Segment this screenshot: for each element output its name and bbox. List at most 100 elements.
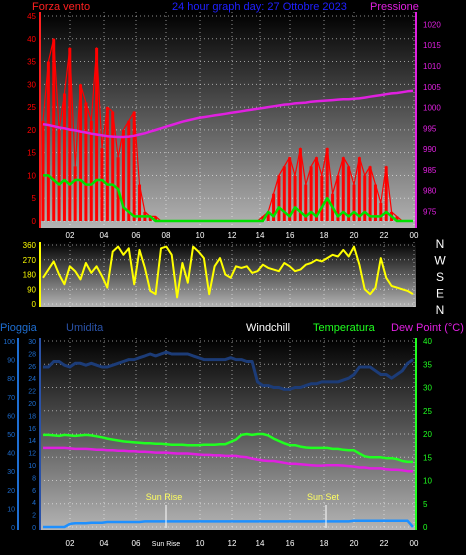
compass-label: S — [436, 270, 444, 284]
panel1-x-tick-label: 16 — [286, 231, 295, 240]
direction-tick-label: 180 — [23, 271, 37, 280]
wind-tick-label: 10 — [27, 171, 36, 180]
wind-tick-label: 15 — [27, 149, 36, 158]
temperature-tick-label: 40 — [423, 337, 432, 346]
panel3-x-tick-label: 20 — [350, 539, 359, 548]
compass-label: N — [436, 237, 445, 251]
humidity-line — [43, 350, 414, 391]
rain-tick-label: 60 — [7, 413, 15, 420]
pressure-tick-label: 985 — [423, 166, 437, 175]
temperature-tick-label: 0 — [423, 523, 428, 532]
panel3-x-tick-label: 18 — [320, 539, 329, 548]
sunrise-label: Sun Rise — [146, 492, 183, 502]
panel3-x-tick-label: 12 — [228, 539, 237, 548]
rain-tick-label: 30 — [7, 469, 15, 476]
wind-gust-line — [43, 174, 413, 223]
wind-pressure-panel: 0510152025303540459759809859909951000100… — [27, 1, 441, 240]
rain-tick-label: 70 — [7, 395, 15, 402]
pressure-tick-label: 1015 — [423, 41, 441, 50]
panel1-grid — [40, 12, 416, 228]
pressure-tick-label: 1010 — [423, 62, 441, 71]
pressure-tick-label: 1000 — [423, 104, 441, 113]
humidity-tick-label: 0 — [32, 525, 36, 532]
temperature-tick-label: 10 — [423, 477, 432, 486]
rain-tick-label: 90 — [7, 358, 15, 365]
rain-tick-label: 10 — [7, 506, 15, 513]
humidity-tick-label: 18 — [28, 413, 36, 420]
direction-tick-label: 90 — [27, 285, 36, 294]
humidity-tick-label: 26 — [28, 364, 36, 371]
humidity-tick-label: 20 — [28, 401, 36, 408]
wind-tick-label: 25 — [27, 103, 36, 112]
rain-title: Pioggia — [0, 322, 38, 334]
wind-direction-line — [42, 245, 414, 299]
humidity-tick-label: 2 — [32, 513, 36, 520]
pressure-tick-label: 990 — [423, 145, 437, 154]
panel3-lines — [43, 350, 414, 529]
humidity-tick-label: 8 — [32, 475, 36, 482]
panel1-x-tick-label: 14 — [256, 231, 265, 240]
wind-tick-label: 45 — [27, 12, 36, 21]
temperature-tick-label: 30 — [423, 384, 432, 393]
humidity-tick-label: 6 — [32, 488, 36, 495]
rain-line — [43, 519, 414, 529]
humidity-tick-label: 28 — [28, 351, 36, 358]
wind-tick-label: 35 — [27, 58, 36, 67]
pressure-tick-label: 1005 — [423, 83, 441, 92]
wind-tick-label: 30 — [27, 80, 36, 89]
humidity-tick-label: 14 — [28, 438, 36, 445]
temperature-line — [43, 432, 413, 464]
pressure-line — [42, 89, 414, 139]
panel3-x-tick-label: 04 — [100, 539, 109, 548]
wind-tick-label: 0 — [32, 217, 37, 226]
rain-tick-label: 80 — [7, 376, 15, 383]
rain-tick-label: 50 — [7, 432, 15, 439]
temperature-tick-label: 25 — [423, 407, 432, 416]
panel1-tick-labels: 0510152025303540459759809859909951000100… — [27, 12, 441, 240]
humidity-tick-label: 4 — [32, 500, 36, 507]
humidity-title: Umidita — [66, 322, 104, 334]
pressure-tick-label: 975 — [423, 207, 437, 216]
pressure-tick-label: 995 — [423, 124, 437, 133]
panel3-x-tick-label: 14 — [256, 539, 265, 548]
temperature-humidity-panel: Sun Rise Sun Set0102030405060708090100024… — [0, 322, 464, 548]
compass-label: N — [436, 303, 445, 317]
rain-tick-label: 20 — [7, 488, 15, 495]
humidity-tick-label: 22 — [28, 389, 36, 396]
panel1-x-tick-label: 22 — [380, 231, 389, 240]
compass-label: E — [436, 287, 444, 301]
direction-tick-label: 0 — [32, 300, 37, 309]
panel3-x-tick-label: 00 — [410, 539, 419, 548]
wind-speed-title: Forza vento — [32, 1, 90, 13]
panel3-grid — [40, 338, 416, 530]
panel3-x-tick-label: 16 — [286, 539, 295, 548]
pressure-tick-label: 1020 — [423, 20, 441, 29]
panel1-x-tick-label: 04 — [100, 231, 109, 240]
pressure-tick-label: 980 — [423, 187, 437, 196]
panel1-x-tick-label: 06 — [132, 231, 141, 240]
direction-tick-label: 270 — [23, 256, 37, 265]
humidity-tick-label: 24 — [28, 376, 36, 383]
panel1-x-tick-label: 08 — [162, 231, 171, 240]
panel3-x-tick-label: Sun Rise — [152, 541, 181, 548]
panel1-x-tick-label: 00 — [410, 231, 419, 240]
panel2-lines — [42, 245, 414, 299]
panel3-x-tick-label: 06 — [132, 539, 141, 548]
panel3-x-tick-label: 22 — [380, 539, 389, 548]
wind-tick-label: 40 — [27, 35, 36, 44]
pressure-title: Pressione — [370, 1, 419, 13]
panel1-x-tick-label: 02 — [66, 231, 75, 240]
humidity-tick-label: 12 — [28, 451, 36, 458]
temperature-title: Temperatura — [313, 322, 376, 334]
panel3-x-tick-label: 10 — [196, 539, 205, 548]
humidity-tick-label: 30 — [28, 339, 36, 346]
dewpoint-title: Dew Point (°C) — [391, 322, 464, 334]
humidity-tick-label: 16 — [28, 426, 36, 433]
panel1-x-tick-label: 18 — [320, 231, 329, 240]
windchill-title: Windchill — [246, 322, 290, 334]
compass-label: W — [434, 254, 446, 268]
wind-tick-label: 20 — [27, 126, 36, 135]
sunset-label: Sun Set — [307, 492, 340, 502]
